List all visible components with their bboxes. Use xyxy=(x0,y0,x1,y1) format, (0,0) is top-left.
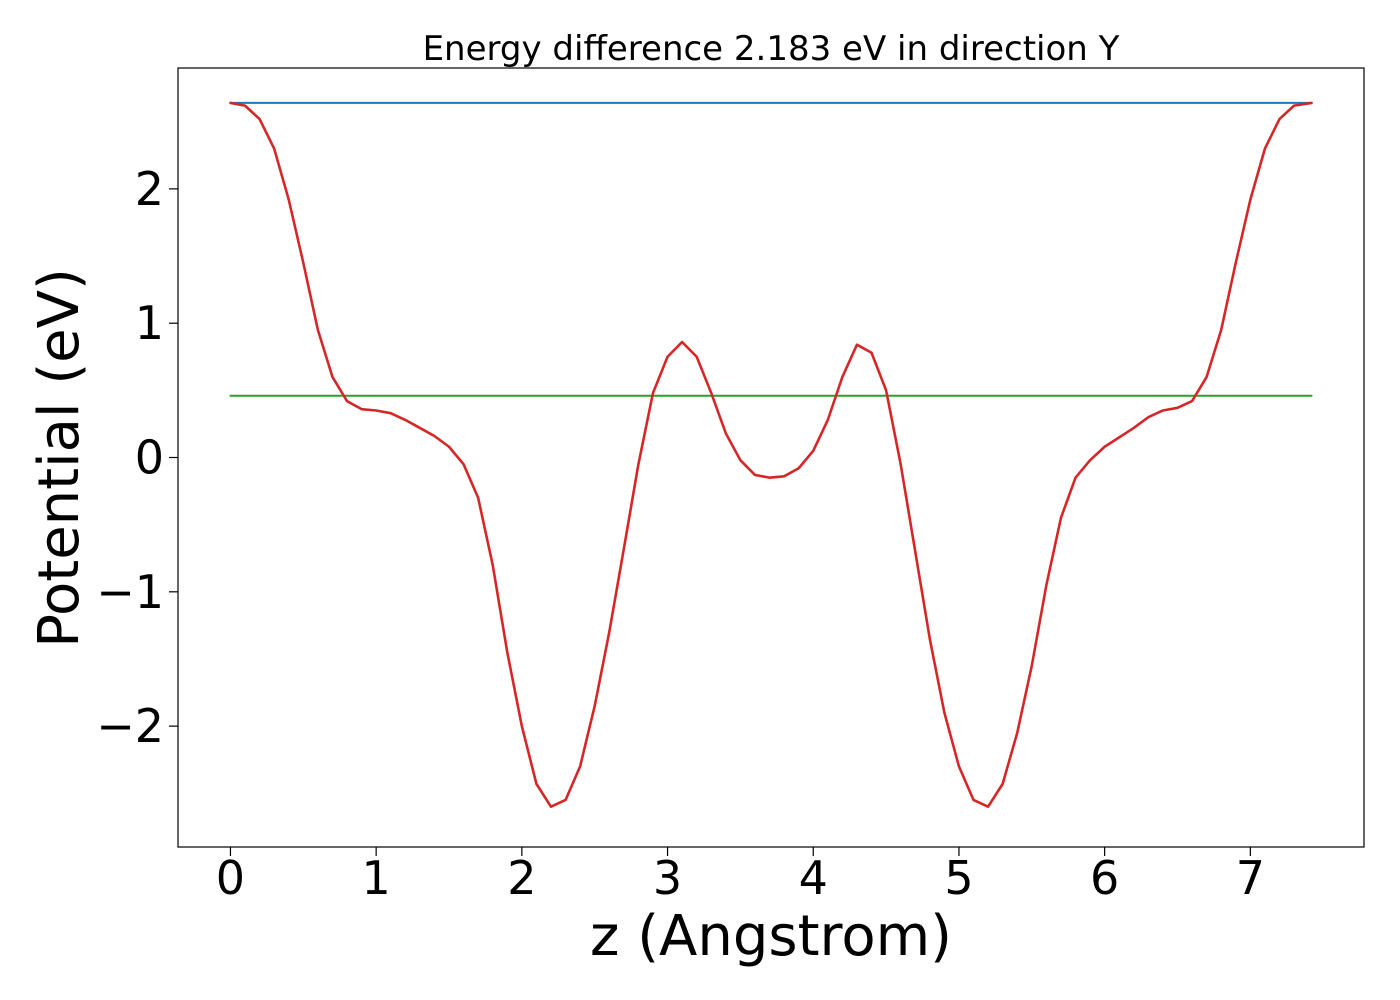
x-tick-label: 7 xyxy=(1236,851,1265,905)
plot-frame xyxy=(177,67,1365,848)
y-tick-label: −2 xyxy=(96,699,164,753)
y-tick-label: −1 xyxy=(96,565,164,619)
x-tick-label: 6 xyxy=(1090,851,1119,905)
y-axis-label: Potential (eV) xyxy=(27,268,92,648)
y-tick-label: 0 xyxy=(135,431,164,485)
x-tick-label: 5 xyxy=(944,851,973,905)
y-tick-label: 1 xyxy=(135,296,164,350)
x-tick-label: 2 xyxy=(507,851,536,905)
x-tick-label: 1 xyxy=(362,851,391,905)
potential-curve xyxy=(229,101,1313,809)
y-axis: −2 −1 0 1 2 xyxy=(96,162,178,753)
x-tick-label: 4 xyxy=(799,851,828,905)
plot-area xyxy=(229,101,1313,809)
x-tick-label: 3 xyxy=(653,851,682,905)
y-tick-label: 2 xyxy=(135,162,164,216)
x-axis: 0 1 2 3 4 5 6 7 xyxy=(216,847,1265,905)
x-tick-label: 0 xyxy=(216,851,245,905)
chart-title: Energy difference 2.183 eV in direction … xyxy=(423,29,1120,69)
x-axis-label: z (Angstrom) xyxy=(590,904,952,969)
